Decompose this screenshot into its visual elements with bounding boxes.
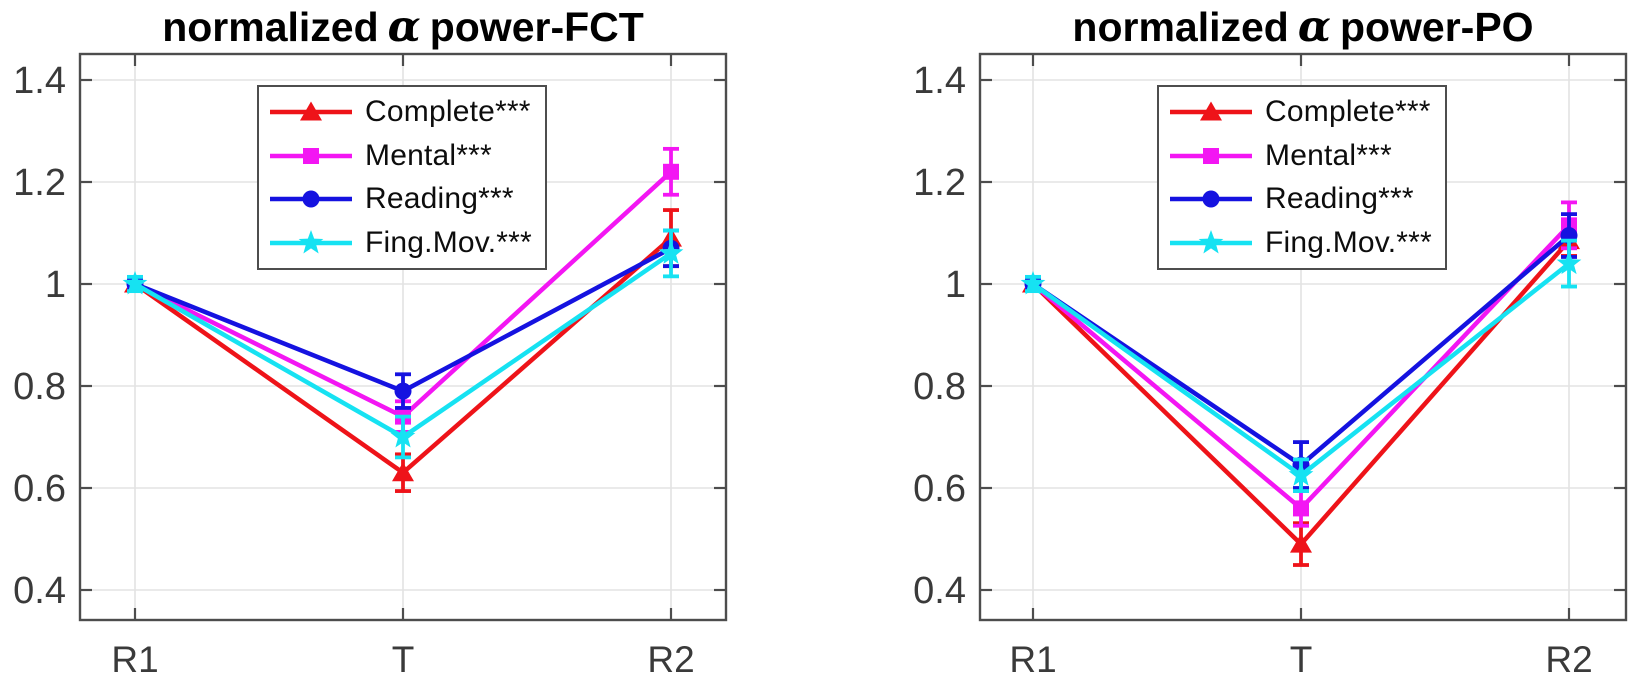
series-fingmov [1020,238,1582,493]
x-tick-label: R1 [111,639,158,680]
y-axis-labels: 0.4 0.6 0.8 1 1.2 1.4 [13,60,66,612]
x-tick-label: R2 [647,639,694,680]
alpha-symbol: α [1297,2,1331,52]
star-marker-icon [1198,229,1224,254]
legend-label-fingmov: Fing.Mov.*** [1265,225,1432,259]
legend-row-reading: Reading*** [259,179,545,219]
legend-po: Complete*** Mental*** Reading*** Fing.Mo… [1157,85,1447,270]
data-point-marker [122,271,148,295]
triangle-marker-icon [1200,101,1222,121]
star-marker-icon [298,229,324,254]
y-tick-label: 1 [45,264,66,306]
x-axis-labels: R1 T R2 [1009,639,1592,680]
y-tick-label: 1.4 [13,60,66,102]
alpha-symbol: α [387,2,421,52]
legend-marker-mental-icon [1170,147,1252,164]
x-tick-label: R1 [1009,639,1056,680]
legend-marker-fingmov-icon [1170,229,1252,254]
y-tick-label: 0.4 [913,570,966,612]
legend-row-mental: Mental*** [1159,136,1445,176]
data-point-marker [1293,500,1309,517]
title-prefix: normalized [162,4,379,50]
y-tick-label: 0.4 [13,570,66,612]
axis-box [78,52,728,622]
data-point-marker [1288,462,1314,486]
legend-marker-fingmov-icon [270,229,352,254]
chart-panel-fct: 0.4 0.6 0.8 1 1.2 1.4 R1 T R2 normalized α power-F… [13,2,728,680]
legend-marker-reading-icon [1170,190,1252,208]
y-tick-label: 0.6 [913,468,966,510]
data-point-marker [663,163,679,180]
x-axis-labels: R1 T R2 [111,639,694,680]
title-suffix: power-PO [1339,4,1534,50]
circle-marker-icon [1202,190,1220,208]
legend-label-complete: Complete*** [1265,95,1431,129]
legend-label-reading: Reading*** [365,182,514,216]
data-point-marker [394,382,412,400]
legend-label-complete: Complete*** [365,95,531,129]
x-tick-label: T [392,639,415,680]
legend-row-reading: Reading*** [1159,179,1445,219]
legend-row-complete: Complete*** [1159,92,1445,132]
legend-label-mental: Mental*** [365,138,492,172]
title-prefix: normalized [1072,4,1289,50]
circle-marker-icon [302,190,320,208]
triangle-marker-icon [300,101,322,121]
legend-marker-complete-icon [1170,101,1252,121]
y-tick-label: 1.2 [913,162,966,204]
data-point-marker [1020,271,1046,295]
y-axis-labels: 0.4 0.6 0.8 1 1.2 1.4 [913,60,966,612]
y-tick-label: 1 [945,264,966,306]
data-point-marker [658,240,684,264]
y-tick-label: 0.8 [913,366,966,408]
chart-title-fct: normalized α power-FCT [80,2,726,52]
square-marker-icon [303,147,319,164]
legend-row-mental: Mental*** [259,136,545,176]
fct-plot-svg: 0.4 0.6 0.8 1 1.2 1.4 R1 T R2 [13,52,728,680]
legend-marker-mental-icon [270,147,352,164]
y-tick-label: 0.8 [13,366,66,408]
legend-fct: Complete*** Mental*** Reading*** Fing.Mo… [257,85,547,270]
data-point-marker [392,462,414,482]
y-tick-label: 1.2 [13,162,66,204]
legend-row-fingmov: Fing.Mov.*** [259,223,545,263]
legend-label-fingmov: Fing.Mov.*** [365,225,532,259]
data-point-marker [1556,250,1582,275]
y-tick-label: 0.6 [13,468,66,510]
legend-label-reading: Reading*** [1265,182,1414,216]
legend-label-mental: Mental*** [1265,138,1392,172]
data-point-marker [390,424,416,448]
legend-row-fingmov: Fing.Mov.*** [1159,223,1445,263]
axis-box [978,52,1628,622]
x-tick-label: T [1290,639,1313,680]
legend-marker-reading-icon [270,190,352,208]
chart-title-po: normalized α power-PO [980,2,1626,52]
x-tick-label: R2 [1545,639,1592,680]
chart-panel-po: 0.4 0.6 0.8 1 1.2 1.4 R1 T R2 normalized α power-P… [820,0,1640,686]
legend-row-complete: Complete*** [259,92,545,132]
series-fingmov [122,228,684,460]
legend-marker-complete-icon [270,101,352,121]
y-tick-label: 1.4 [913,60,966,102]
title-suffix: power-FCT [429,4,644,50]
data-point-marker [1290,533,1312,553]
square-marker-icon [1203,147,1219,164]
